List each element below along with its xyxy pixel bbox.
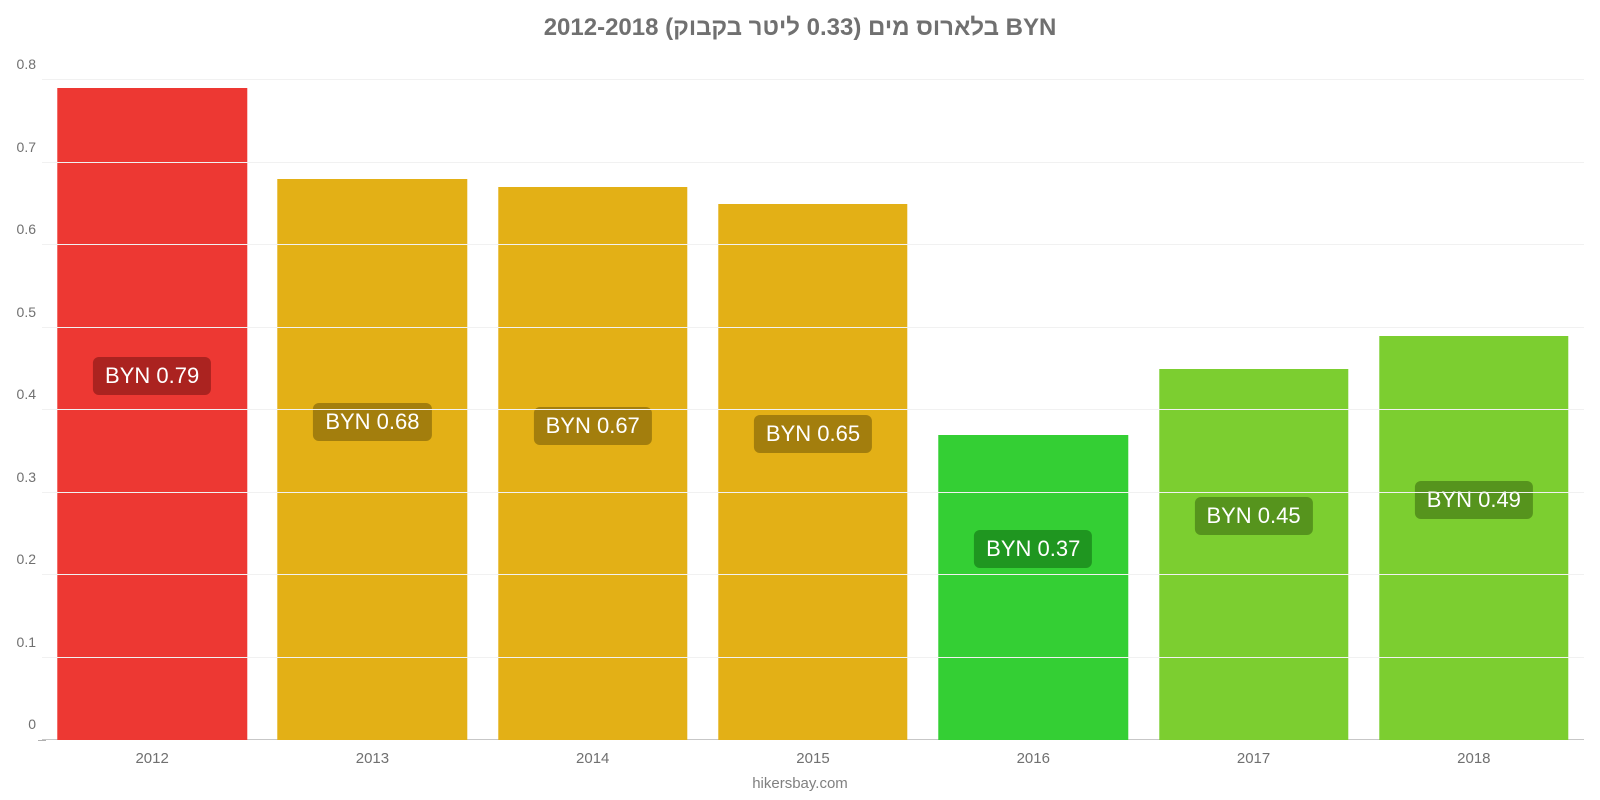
x-tick-label: 2014 — [576, 750, 609, 767]
gridline — [42, 409, 1584, 410]
x-tick-label: 2013 — [356, 750, 389, 767]
plot-area: BYN 0.792012BYN 0.682013BYN 0.672014BYN … — [42, 80, 1584, 740]
gridline — [42, 574, 1584, 575]
bar-value-label: BYN 0.67 — [534, 407, 652, 445]
bar-cell: BYN 0.792012 — [42, 80, 262, 740]
y-zero-tick — [38, 740, 46, 741]
chart-container: בלארוס מים (0.33 ליטר בקבוק) 2012-2018 B… — [0, 0, 1600, 800]
chart-title: בלארוס מים (0.33 ליטר בקבוק) 2012-2018 B… — [0, 14, 1600, 42]
bar-value-label: BYN 0.49 — [1415, 481, 1533, 519]
bar — [1159, 369, 1348, 740]
bar-value-label: BYN 0.65 — [754, 415, 872, 453]
y-tick-label: 0.3 — [2, 469, 36, 485]
x-tick-label: 2012 — [135, 750, 168, 767]
y-tick-label: 0.1 — [2, 634, 36, 650]
bar-value-label: BYN 0.45 — [1194, 497, 1312, 535]
bar-cell: BYN 0.492018 — [1364, 80, 1584, 740]
bars-group: BYN 0.792012BYN 0.682013BYN 0.672014BYN … — [42, 80, 1584, 740]
x-tick-label: 2016 — [1017, 750, 1050, 767]
y-tick-label: 0.6 — [2, 221, 36, 237]
x-tick-label: 2018 — [1457, 750, 1490, 767]
y-tick-label: 0.2 — [2, 551, 36, 567]
bar-value-label: BYN 0.79 — [93, 357, 211, 395]
bar-cell: BYN 0.682013 — [262, 80, 482, 740]
gridline — [42, 79, 1584, 80]
bar-cell: BYN 0.652015 — [703, 80, 923, 740]
y-tick-label: 0.7 — [2, 139, 36, 155]
attribution-text: hikersbay.com — [0, 775, 1600, 792]
bar-cell: BYN 0.452017 — [1143, 80, 1363, 740]
gridline — [42, 492, 1584, 493]
bar — [1379, 336, 1568, 740]
bar — [939, 435, 1128, 740]
x-tick-label: 2015 — [796, 750, 829, 767]
bar — [718, 204, 907, 740]
x-tick-label: 2017 — [1237, 750, 1270, 767]
bar — [57, 88, 246, 740]
gridline — [42, 244, 1584, 245]
y-tick-label: 0 — [2, 716, 36, 732]
y-tick-label: 0.8 — [2, 56, 36, 72]
gridline — [42, 657, 1584, 658]
y-tick-label: 0.5 — [2, 304, 36, 320]
gridline — [42, 327, 1584, 328]
bar-value-label: BYN 0.37 — [974, 530, 1092, 568]
bar-cell: BYN 0.372016 — [923, 80, 1143, 740]
gridline — [42, 162, 1584, 163]
y-tick-label: 0.4 — [2, 386, 36, 402]
bar-cell: BYN 0.672014 — [483, 80, 703, 740]
